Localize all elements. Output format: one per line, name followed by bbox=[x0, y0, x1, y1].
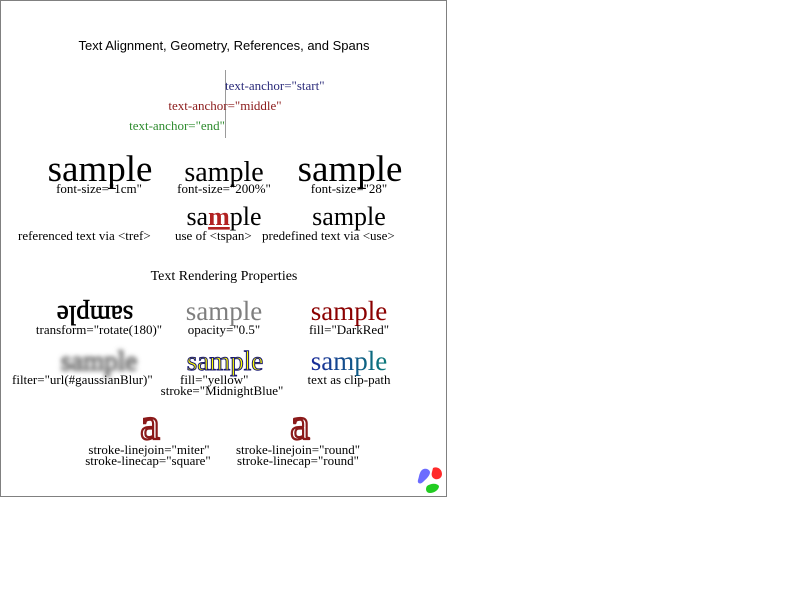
sample-use: sample bbox=[312, 202, 386, 231]
label-use: predefined text via <use> bbox=[262, 228, 395, 243]
label-filter: filter="url(#gaussianBlur)" bbox=[12, 372, 153, 387]
letter-miter-join: a bbox=[140, 400, 160, 449]
sample-blurred: sample bbox=[61, 346, 137, 376]
label-linejoin-round: stroke-linejoin="round" bbox=[236, 442, 360, 457]
anchor-end-label: text-anchor="end" bbox=[129, 118, 225, 133]
logo-red-petal bbox=[431, 467, 442, 480]
test-frame bbox=[0, 0, 447, 497]
label-stroke-midnightblue: stroke="MidnightBlue" bbox=[161, 383, 284, 398]
sample-200pct: sample bbox=[184, 157, 263, 188]
tspan-highlight: m bbox=[208, 202, 230, 231]
label-linecap-round: stroke-linecap="round" bbox=[237, 453, 359, 468]
sample-rotated-text: sample bbox=[57, 300, 133, 330]
sample-opacity: sample bbox=[186, 296, 262, 326]
label-fill-darkred: fill="DarkRed" bbox=[309, 322, 389, 337]
label-linecap-square: stroke-linecap="square" bbox=[85, 453, 211, 468]
label-tspan: use of <tspan> bbox=[175, 228, 252, 243]
sample-rotated: sample bbox=[56, 299, 133, 330]
label-linejoin-miter: stroke-linejoin="miter" bbox=[88, 442, 209, 457]
sample-1cm: sample bbox=[48, 149, 153, 190]
section-title-rendering: Text Rendering Properties bbox=[151, 269, 298, 284]
anchor-middle-label: text-anchor="middle" bbox=[168, 98, 281, 113]
label-font-size-28: font-size="28" bbox=[311, 181, 387, 196]
sample-clip-path: sample bbox=[311, 346, 387, 376]
anchor-start-label: text-anchor="start" bbox=[225, 78, 325, 93]
letter-round-join: a bbox=[290, 400, 310, 449]
label-rotate: transform="rotate(180)" bbox=[36, 322, 162, 337]
label-tref: referenced text via <tref> bbox=[18, 228, 151, 243]
label-clip-path: text as clip-path bbox=[307, 372, 391, 387]
label-opacity: opacity="0.5" bbox=[188, 322, 260, 337]
page-title: Text Alignment, Geometry, References, an… bbox=[79, 38, 370, 53]
svg-logo-icon bbox=[417, 467, 442, 493]
logo-blue-petal bbox=[417, 468, 430, 484]
sample-28: sample bbox=[298, 149, 403, 190]
sample-tspan: sample bbox=[186, 202, 261, 231]
sample-yellow-stroked: sample bbox=[187, 346, 263, 376]
logo-green-petal bbox=[426, 483, 439, 493]
sample-darkred: sample bbox=[311, 296, 387, 326]
tspan-after: ple bbox=[230, 202, 262, 231]
label-font-size-1cm: font-size="1cm" bbox=[56, 181, 142, 196]
tspan-before: sa bbox=[186, 202, 208, 231]
label-fill-yellow: fill="yellow" bbox=[180, 372, 249, 387]
label-font-size-200pct: font-size="200%" bbox=[177, 181, 271, 196]
